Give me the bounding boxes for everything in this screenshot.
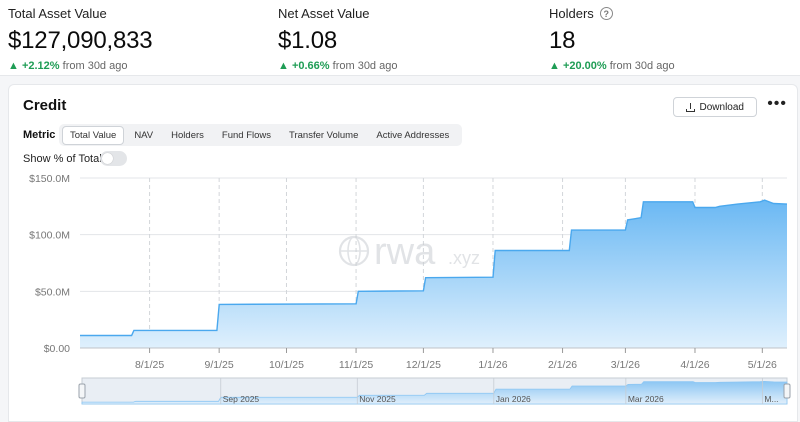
question-circle-icon[interactable]: ? bbox=[599, 7, 613, 20]
show-pct-label: Show % of Total bbox=[23, 153, 102, 165]
download-label: Download bbox=[699, 101, 744, 113]
stat-total-asset-value: Total Asset Value $127,090,833 ▲ +2.12% … bbox=[8, 6, 153, 72]
x-tick-label: 11/1/25 bbox=[339, 359, 373, 371]
stat-change-value: +2.12% bbox=[21, 60, 60, 72]
stat-change-period: from 30d ago bbox=[62, 60, 128, 72]
stat-change-period: from 30d ago bbox=[332, 60, 398, 72]
watermark-suffix: .xyz bbox=[448, 248, 480, 268]
watermark-text: rwa bbox=[374, 231, 436, 273]
navigator-label: Nov 2025 bbox=[359, 394, 396, 404]
metric-label: Metric bbox=[23, 129, 56, 141]
x-tick-label: 3/1/26 bbox=[611, 359, 640, 371]
stat-value: $1.08 bbox=[278, 27, 338, 54]
navigator-label: Mar 2026 bbox=[628, 394, 664, 404]
stat-value: 18 bbox=[549, 27, 576, 54]
x-axis: 8/1/25 9/1/25 10/1/25 11/1/25 12/1/25 1/1/26 2… bbox=[135, 348, 777, 371]
stat-net-asset-value: Net Asset Value $1.08 ▲ +0.66% from 30d … bbox=[278, 6, 397, 72]
stat-holders: Holders? 18 ▲ +20.00% from 30d ago bbox=[549, 6, 675, 72]
tab-total-value[interactable]: Total Value bbox=[62, 125, 125, 145]
stat-change-value: +20.00% bbox=[562, 60, 607, 72]
area-series bbox=[80, 199, 788, 349]
tab-holders[interactable]: Holders bbox=[171, 129, 204, 141]
y-tick-label: $0.00 bbox=[44, 343, 70, 355]
metric-tabs: Total Value NAV Holders Fund Flows Trans… bbox=[59, 124, 463, 146]
tab-fund-flows[interactable]: Fund Flows bbox=[221, 129, 272, 141]
series-line bbox=[80, 199, 788, 337]
stat-change: ▲ +2.12% from 30d ago bbox=[8, 60, 152, 72]
stat-label-text: Holders bbox=[549, 6, 594, 21]
x-tick-label: 9/1/25 bbox=[205, 359, 234, 371]
show-pct-toggle[interactable] bbox=[100, 151, 127, 166]
x-tick-label: 12/1/25 bbox=[406, 359, 441, 371]
y-tick-label: $100.0M bbox=[29, 230, 70, 242]
navigator-handle-left[interactable] bbox=[78, 383, 86, 399]
tab-nav[interactable]: NAV bbox=[134, 129, 154, 141]
x-tick-label: 8/1/25 bbox=[135, 359, 164, 371]
tab-transfer-volume[interactable]: Transfer Volume bbox=[289, 129, 359, 141]
stat-change: ▲ +0.66% from 30d ago bbox=[278, 60, 397, 72]
toggle-knob bbox=[102, 153, 113, 164]
navigator-label: M... bbox=[764, 394, 778, 404]
y-tick-label: $150.0M bbox=[29, 173, 70, 185]
up-arrow-icon: ▲ bbox=[278, 60, 289, 72]
stat-value: $127,090,833 bbox=[8, 27, 153, 54]
stats-bar: Total Asset Value $127,090,833 ▲ +2.12% … bbox=[0, 0, 800, 76]
x-tick-label: 5/1/26 bbox=[748, 359, 777, 371]
stat-change-period: from 30d ago bbox=[609, 60, 675, 72]
stat-change: ▲ +20.00% from 30d ago bbox=[549, 60, 675, 72]
navigator-area bbox=[81, 380, 788, 405]
y-tick-label: $50.0M bbox=[35, 286, 70, 298]
range-navigator[interactable]: Sep 2025 Nov 2025 Jan 2026 Mar 2026 M... bbox=[78, 377, 791, 405]
navigator-handle-right[interactable] bbox=[783, 383, 791, 399]
navigator-label: Jan 2026 bbox=[496, 394, 531, 404]
x-tick-label: 4/1/26 bbox=[680, 359, 709, 371]
x-tick-label: 1/1/26 bbox=[478, 359, 507, 371]
stat-label: Holders? bbox=[549, 6, 675, 21]
download-icon bbox=[685, 102, 695, 112]
x-tick-label: 10/1/25 bbox=[269, 359, 304, 371]
card-title: Credit bbox=[23, 97, 67, 114]
tab-active-addresses[interactable]: Active Addresses bbox=[376, 129, 450, 141]
area-fill bbox=[80, 200, 787, 348]
download-button[interactable]: Download bbox=[672, 97, 757, 117]
up-arrow-icon: ▲ bbox=[549, 60, 560, 72]
y-axis: $0.00 $50.0M $100.0M $150.0M bbox=[29, 173, 70, 355]
stat-label: Total Asset Value bbox=[8, 6, 107, 21]
more-options-icon[interactable]: ••• bbox=[767, 95, 787, 112]
navigator-label: Sep 2025 bbox=[223, 394, 260, 404]
stat-change-value: +0.66% bbox=[291, 60, 330, 72]
x-tick-label: 2/1/26 bbox=[548, 359, 577, 371]
up-arrow-icon: ▲ bbox=[8, 60, 19, 72]
stat-label: Net Asset Value bbox=[278, 6, 370, 21]
rwa-watermark: rwa .xyz bbox=[338, 231, 480, 273]
